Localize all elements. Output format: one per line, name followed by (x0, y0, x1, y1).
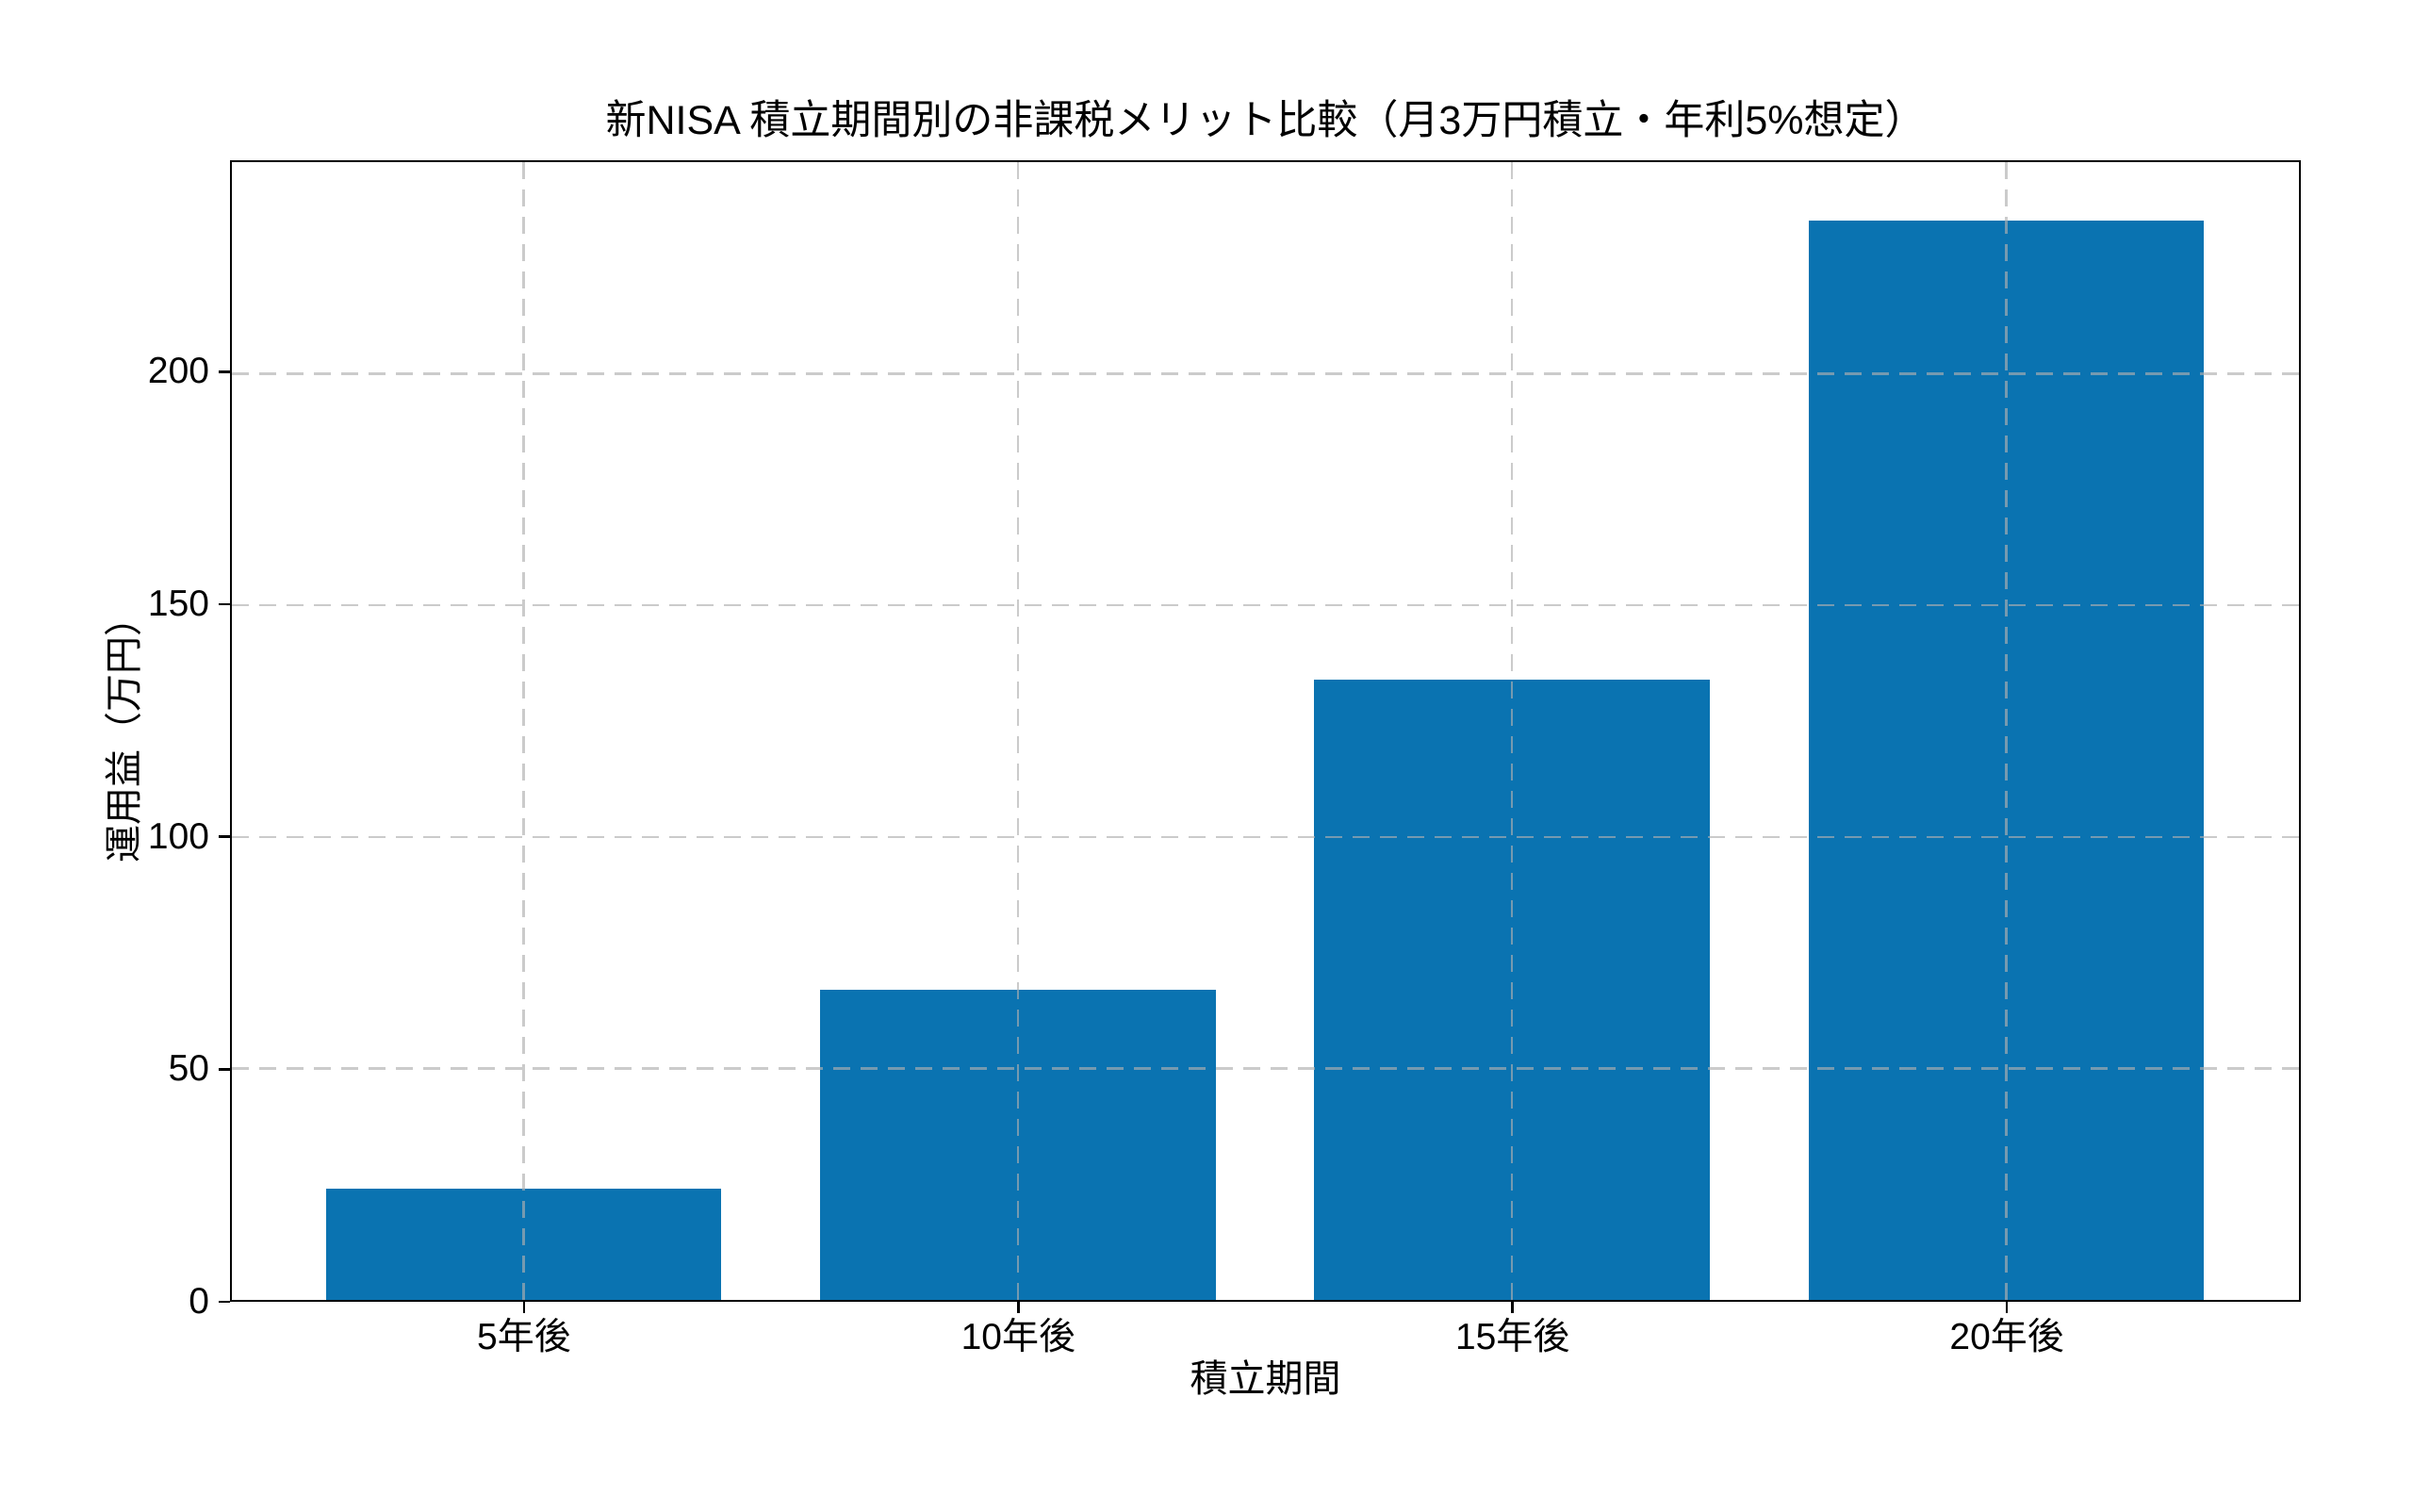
y-tick-label-50: 50 (168, 1048, 209, 1090)
x-tick-label-4: 20年後 (1949, 1317, 2064, 1357)
y-tick-50 (219, 1068, 230, 1071)
x-tick-1 (522, 1302, 526, 1313)
plot-area (230, 160, 2301, 1302)
y-axis-label: 運用益（万円） (104, 599, 145, 863)
x-axis-label: 積立期間 (1190, 1358, 1341, 1400)
y-tick-200 (219, 370, 230, 373)
x-tick-3 (1511, 1302, 1514, 1313)
x-gridline-4 (2005, 162, 2008, 1300)
y-tick-150 (219, 602, 230, 606)
x-gridline-2 (1016, 162, 1020, 1300)
y-gridline-150 (232, 603, 2299, 607)
x-tick-label-2: 10年後 (960, 1317, 1075, 1357)
x-tick-2 (1017, 1302, 1020, 1313)
y-tick-0 (219, 1300, 230, 1304)
x-tick-4 (2005, 1302, 2009, 1313)
y-gridline-200 (232, 372, 2299, 375)
y-gridline-50 (232, 1067, 2299, 1070)
x-tick-label-3: 15年後 (1454, 1317, 1570, 1357)
y-gridline-100 (232, 835, 2299, 839)
y-tick-label-150: 150 (147, 583, 209, 625)
y-tick-100 (219, 835, 230, 838)
chart-title: 新NISA 積立期間別の非課税メリット比較（月3万円積立・年利5%想定） (605, 98, 1926, 143)
y-tick-label-0: 0 (189, 1281, 209, 1322)
x-tick-label-1: 5年後 (477, 1317, 571, 1357)
y-tick-label-200: 200 (147, 351, 209, 392)
x-gridline-3 (1510, 162, 1514, 1300)
y-tick-label-100: 100 (147, 815, 209, 857)
x-gridline-1 (522, 162, 525, 1300)
